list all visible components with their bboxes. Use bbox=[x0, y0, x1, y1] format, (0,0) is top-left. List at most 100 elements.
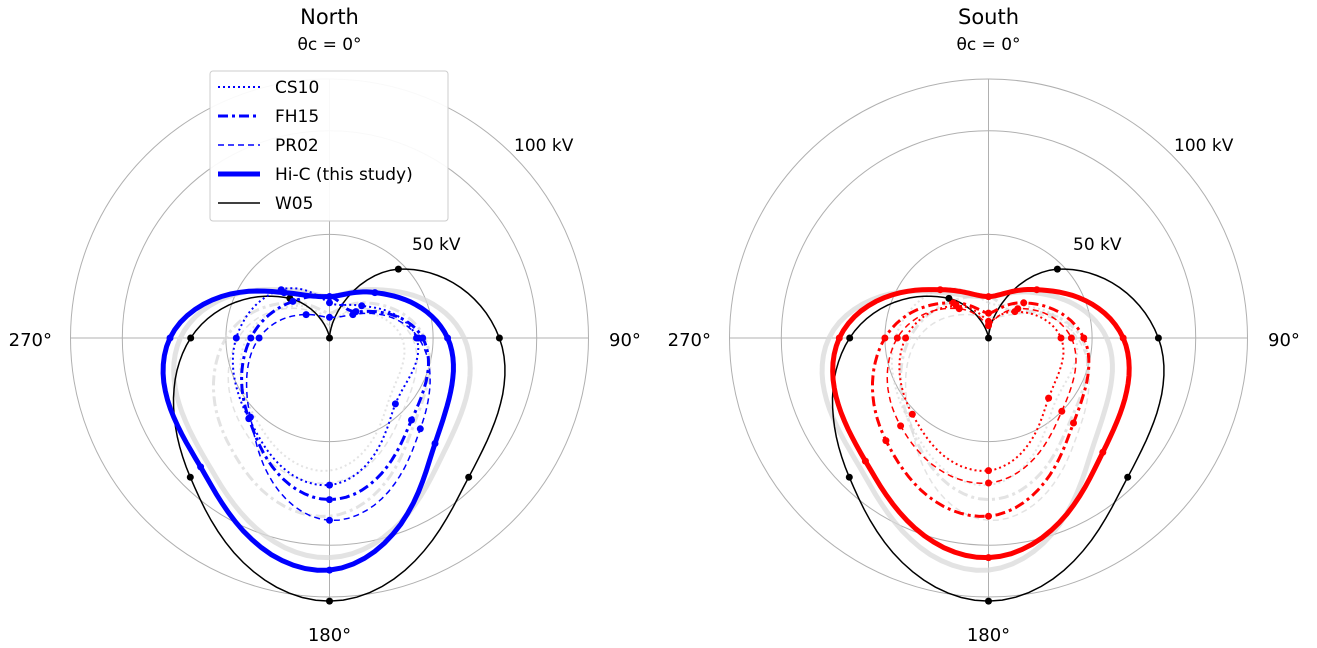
north-panel: North θc = 0° 90° 180° 270° 50 kV 100 kV bbox=[9, 5, 641, 646]
point-w05-225 bbox=[845, 473, 853, 481]
point-w05-135 bbox=[465, 473, 473, 481]
point-w05-180 bbox=[985, 597, 992, 605]
north-subtitle: θc = 0° bbox=[297, 35, 361, 55]
legend-label-hi-c: Hi-C (this study) bbox=[275, 165, 413, 185]
point-hi-c-this-study-90 bbox=[444, 334, 452, 342]
legend-item-fh15: FH15 bbox=[218, 107, 319, 127]
point-hi-c-this-study-180 bbox=[326, 566, 333, 574]
point-w05-270 bbox=[846, 334, 854, 342]
point-fh15-315 bbox=[949, 299, 957, 307]
point-pr02-315 bbox=[955, 305, 963, 313]
point-hi-c-this-study-180 bbox=[985, 554, 992, 562]
point-hi-c-this-study-0 bbox=[326, 293, 333, 301]
point-cs10-0 bbox=[326, 299, 333, 307]
north-title: North bbox=[300, 5, 359, 29]
ghost-curve-pr02 bbox=[227, 307, 418, 485]
north-rtick-50: 50 kV bbox=[412, 235, 461, 255]
point-cs10-90 bbox=[1057, 334, 1065, 342]
point-fh15-45 bbox=[1020, 299, 1028, 307]
legend: CS10 FH15 PR02 Hi-C (this study) W05 bbox=[209, 70, 449, 222]
legend-label-cs10: CS10 bbox=[275, 78, 319, 98]
point-hi-c-this-study-135 bbox=[1099, 448, 1107, 456]
point-fh15-180 bbox=[985, 512, 992, 520]
legend-item-hi-c: Hi-C (this study) bbox=[218, 165, 413, 185]
point-pr02-315 bbox=[302, 311, 310, 319]
curve-fh15 bbox=[871, 301, 1091, 518]
point-hi-c-this-study-135 bbox=[431, 440, 439, 447]
legend-label-w05: W05 bbox=[275, 194, 313, 214]
ghost-curve-fh15 bbox=[899, 294, 1090, 502]
south-tick-270: 270° bbox=[668, 330, 711, 351]
curve-cs10 bbox=[231, 287, 420, 487]
point-hi-c-this-study-270 bbox=[835, 334, 843, 342]
south-panel: South θc = 0° 90° 180° 270° 50 kV 100 kV bbox=[668, 5, 1300, 646]
point-hi-c-this-study-225 bbox=[197, 463, 205, 471]
point-fh15-315 bbox=[289, 297, 297, 305]
point-w05-315 bbox=[945, 294, 953, 302]
point-w05-180 bbox=[326, 597, 333, 605]
north-tick-90: 90° bbox=[609, 330, 641, 351]
point-hi-c-this-study-225 bbox=[861, 457, 869, 465]
point-pr02-270 bbox=[893, 334, 901, 342]
point-w05-45 bbox=[1053, 265, 1061, 273]
point-pr02-0 bbox=[326, 313, 333, 321]
ghost-curve-pr02 bbox=[904, 312, 1090, 522]
legend-label-pr02: PR02 bbox=[275, 136, 319, 156]
point-hi-c-this-study-270 bbox=[166, 334, 174, 342]
point-hi-c-this-study-0 bbox=[985, 293, 992, 301]
point-pr02-0 bbox=[985, 322, 992, 330]
south-rtick-50: 50 kV bbox=[1073, 235, 1122, 255]
point-w05-45 bbox=[394, 265, 402, 273]
point-w05-90 bbox=[495, 334, 503, 342]
point-fh15-270 bbox=[247, 334, 255, 342]
north-tick-270: 270° bbox=[9, 330, 52, 351]
point-w05-270 bbox=[187, 334, 195, 342]
point-pr02-225 bbox=[897, 422, 905, 430]
south-title: South bbox=[958, 5, 1019, 29]
north-tick-180: 180° bbox=[308, 625, 351, 646]
north-series bbox=[160, 265, 506, 605]
ghost-curve-cs10 bbox=[890, 287, 1079, 487]
point-w05-225 bbox=[186, 473, 194, 481]
point-fh15-270 bbox=[881, 334, 889, 342]
point-w05-0 bbox=[326, 334, 333, 342]
point-pr02-90 bbox=[1067, 334, 1075, 342]
point-fh15-0 bbox=[985, 309, 992, 317]
south-subtitle: θc = 0° bbox=[956, 35, 1020, 55]
curve-w05 bbox=[831, 268, 1165, 602]
point-cs10-225 bbox=[908, 410, 916, 418]
point-hi-c-this-study-45 bbox=[371, 289, 379, 297]
point-w05-0 bbox=[985, 334, 992, 342]
point-fh15-90 bbox=[1080, 334, 1088, 342]
legend-item-w05: W05 bbox=[218, 194, 313, 214]
legend-item-cs10: CS10 bbox=[218, 78, 319, 98]
point-cs10-45 bbox=[358, 302, 366, 310]
point-pr02-90 bbox=[415, 334, 423, 342]
point-fh15-180 bbox=[326, 496, 333, 504]
legend-item-pr02: PR02 bbox=[218, 136, 319, 156]
south-tick-90: 90° bbox=[1268, 330, 1300, 351]
point-cs10-135 bbox=[391, 400, 399, 408]
point-fh15-135 bbox=[1070, 419, 1077, 427]
south-series bbox=[819, 265, 1165, 605]
point-pr02-180 bbox=[326, 516, 333, 524]
point-pr02-225 bbox=[246, 413, 254, 421]
curve-w05 bbox=[172, 268, 506, 602]
point-pr02-180 bbox=[985, 479, 992, 487]
point-cs10-180 bbox=[985, 467, 992, 475]
point-pr02-135 bbox=[416, 425, 424, 433]
legend-frame bbox=[209, 70, 449, 222]
point-cs10-270 bbox=[902, 334, 910, 342]
point-fh15-135 bbox=[408, 416, 415, 424]
point-pr02-45 bbox=[349, 311, 357, 319]
point-cs10-135 bbox=[1045, 394, 1053, 402]
point-hi-c-this-study-315 bbox=[280, 289, 288, 297]
point-hi-c-this-study-315 bbox=[936, 286, 944, 294]
south-tick-180: 180° bbox=[967, 625, 1010, 646]
south-rtick-100: 100 kV bbox=[1174, 136, 1234, 156]
curve-fh15 bbox=[240, 294, 431, 502]
point-hi-c-this-study-90 bbox=[1119, 334, 1127, 342]
north-rtick-100: 100 kV bbox=[514, 136, 574, 156]
point-w05-135 bbox=[1124, 473, 1132, 481]
